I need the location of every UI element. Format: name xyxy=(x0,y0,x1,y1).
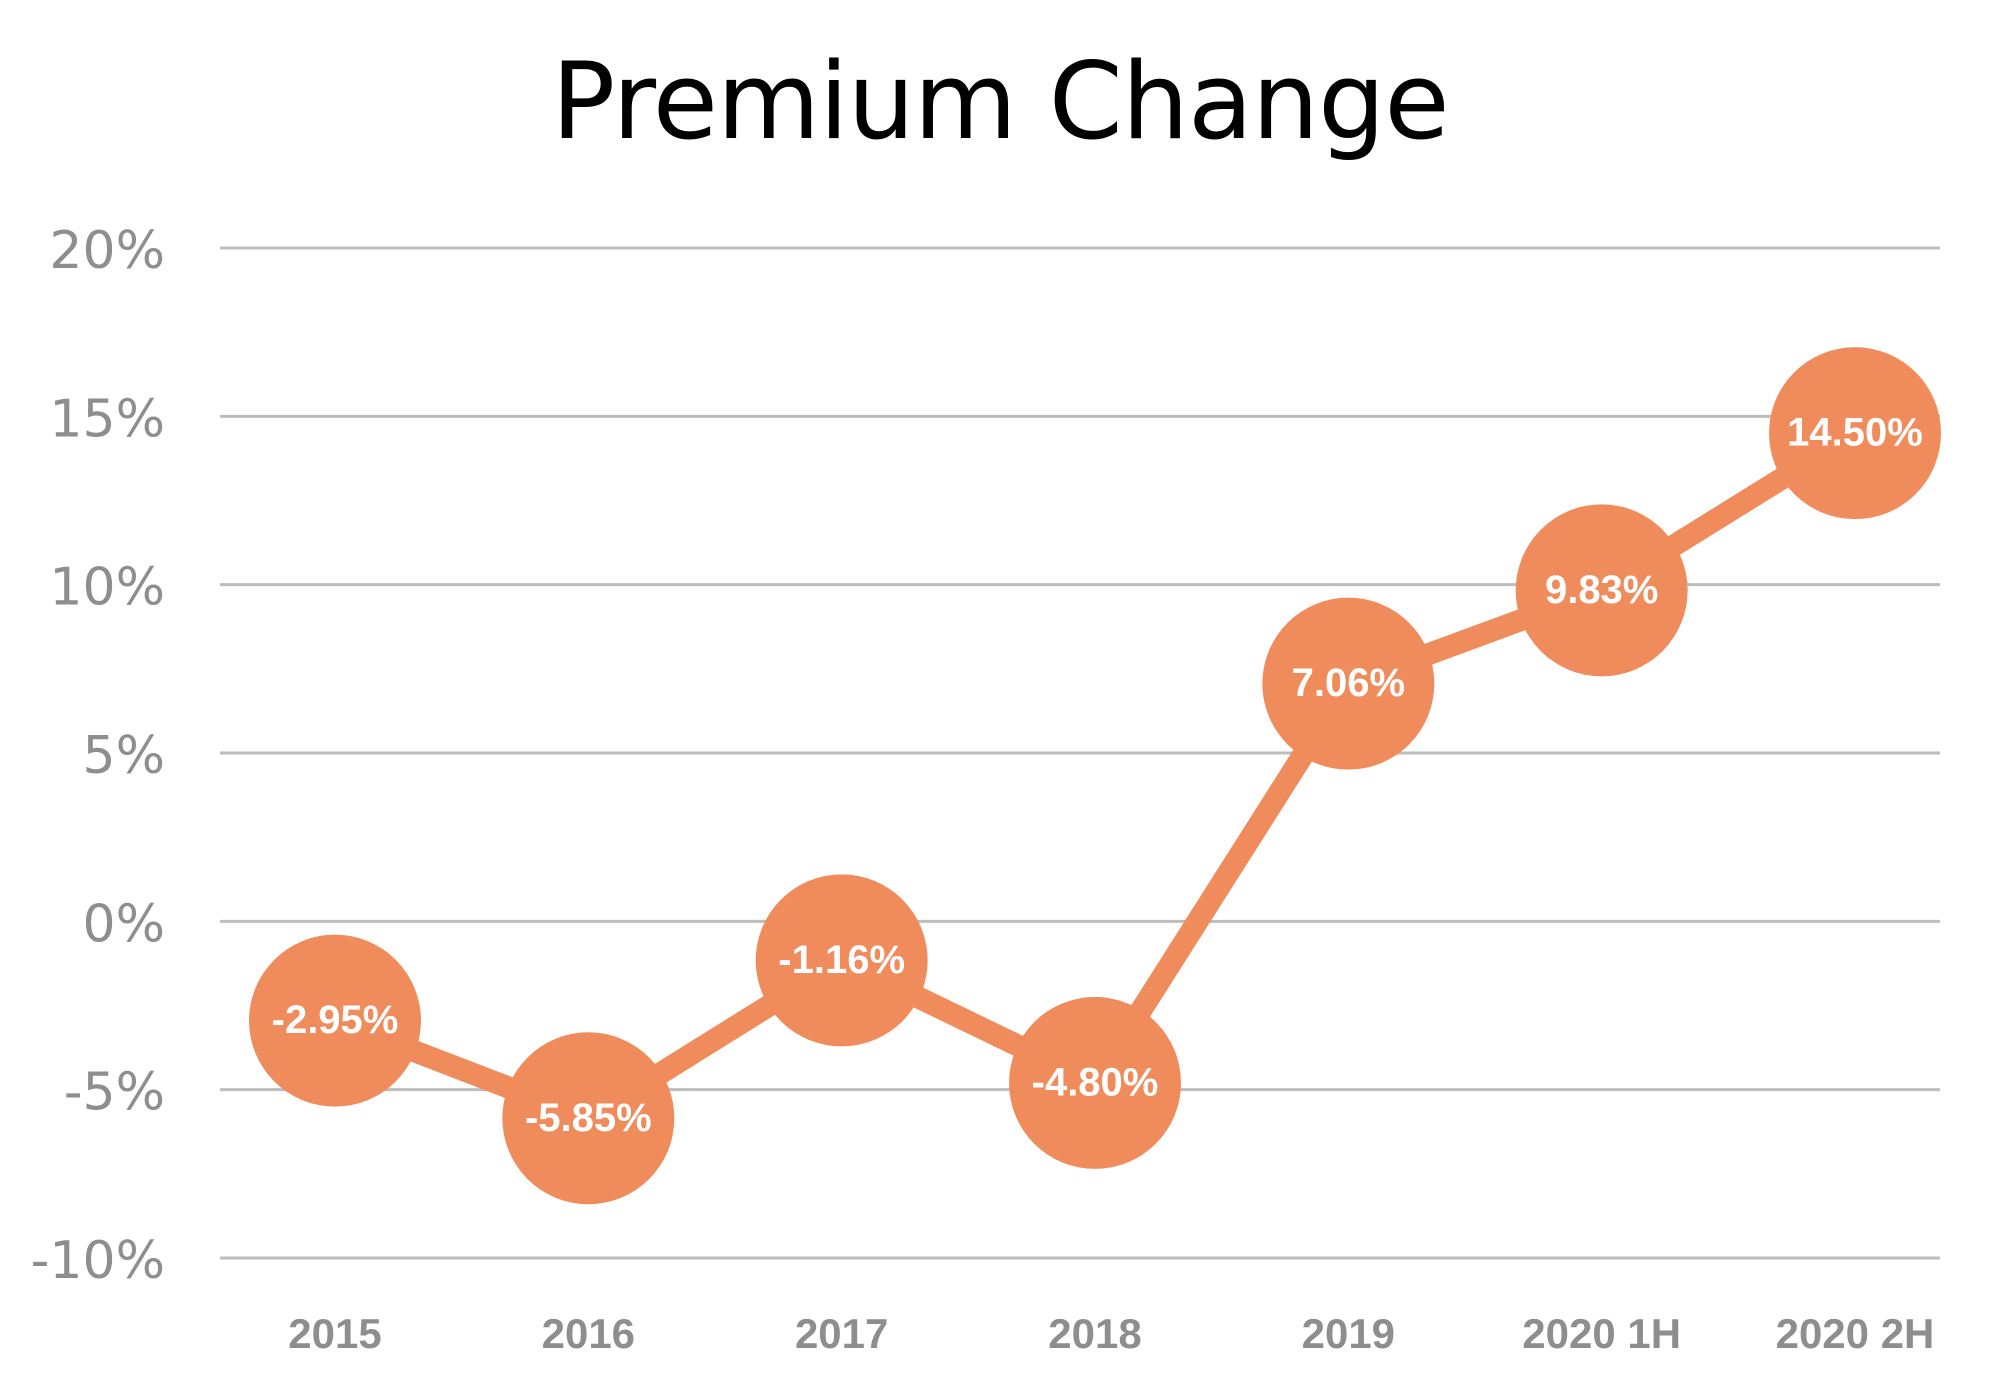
x-tick-label: 2016 xyxy=(542,1310,635,1357)
data-point xyxy=(1262,597,1435,770)
x-tick-label: 2020 1H xyxy=(1522,1310,1681,1357)
data-point xyxy=(502,1032,675,1205)
data-label: -4.80% xyxy=(1032,1060,1159,1104)
series-points-layer: -2.95% -5.85% -1.16% -4.80% 7.06% 9.83% 14.50% xyxy=(249,347,1941,1205)
y-tick-label: 20% xyxy=(49,221,165,281)
x-tick-label: 2019 xyxy=(1302,1310,1395,1357)
x-tick-label: 2020 2H xyxy=(1776,1310,1935,1357)
data-point xyxy=(1515,504,1688,677)
data-label: 9.83% xyxy=(1545,568,1658,612)
data-point xyxy=(1009,996,1181,1169)
x-tick-label: 2015 xyxy=(288,1310,381,1357)
y-tick-label: 15% xyxy=(49,389,165,449)
y-tick-label: 5% xyxy=(83,726,166,786)
y-axis-ticks: 20% 15% 10% 5% 0% -5% -10% xyxy=(31,221,165,1291)
y-tick-label: -5% xyxy=(64,1063,165,1123)
chart-title: Premium Change xyxy=(551,40,1449,163)
data-label: 7.06% xyxy=(1292,661,1405,705)
data-point xyxy=(755,874,928,1047)
data-point xyxy=(1769,347,1941,520)
x-tick-label: 2018 xyxy=(1048,1310,1141,1357)
data-label: -1.16% xyxy=(778,938,905,982)
y-tick-label: 0% xyxy=(83,894,166,954)
data-point xyxy=(249,934,421,1107)
y-tick-label: 10% xyxy=(49,558,165,618)
y-tick-label: -10% xyxy=(31,1231,165,1291)
data-label: 14.50% xyxy=(1787,411,1923,455)
x-tick-label: 2017 xyxy=(795,1310,888,1357)
data-label: -5.85% xyxy=(525,1096,652,1140)
x-axis-ticks: 2015 2016 2017 2018 2019 2020 1H 2020 2H xyxy=(288,1310,1934,1357)
data-label: -2.95% xyxy=(272,998,399,1042)
